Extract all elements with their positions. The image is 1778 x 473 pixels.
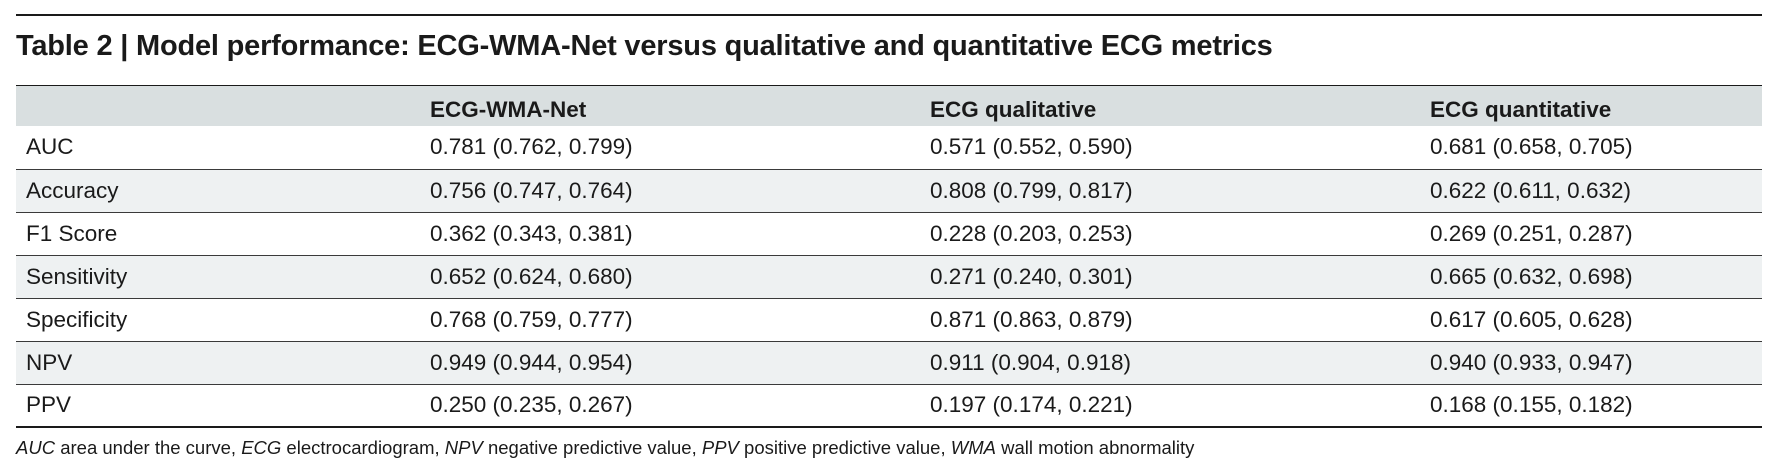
table-cell: 0.808 (0.799, 0.817) [930, 177, 1133, 203]
table-title: Table 2 | Model performance: ECG-WMA-Net… [16, 30, 1273, 62]
table-cell: 0.250 (0.235, 0.267) [430, 392, 633, 418]
table-cell: 0.665 (0.632, 0.698) [1430, 263, 1633, 289]
table-cell: 0.781 (0.762, 0.799) [430, 134, 633, 160]
table-cell: 0.197 (0.174, 0.221) [930, 392, 1133, 418]
table-cell: 0.681 (0.658, 0.705) [1430, 134, 1633, 160]
column-header: ECG-WMA-Net [430, 97, 587, 122]
table-top-rule [16, 85, 1762, 86]
footnote-abbr: NPV [444, 437, 483, 458]
metric-label: PPV [26, 392, 72, 418]
footnote-abbr: PPV [701, 437, 739, 458]
table-container: Table 2 | Model performance: ECG-WMA-Net… [16, 14, 1762, 460]
table-cell: 0.362 (0.343, 0.381) [430, 220, 633, 246]
table-row: AUC 0.781 (0.762, 0.799) 0.571 (0.552, 0… [16, 126, 1762, 169]
table-cell: 0.652 (0.624, 0.680) [430, 263, 633, 289]
table-cell: 0.756 (0.747, 0.764) [430, 177, 633, 203]
table-cell: 0.622 (0.611, 0.632) [1430, 177, 1631, 203]
table-cell: 0.168 (0.155, 0.182) [1430, 392, 1633, 418]
table-row: F1 Score 0.362 (0.343, 0.381) 0.228 (0.2… [16, 212, 1762, 255]
table-cell: 0.571 (0.552, 0.590) [930, 134, 1133, 160]
footnote-def: wall motion abnormality [995, 437, 1195, 458]
table-footnote: AUC area under the curve, ECG electrocar… [16, 436, 1762, 460]
metric-label: AUC [26, 134, 74, 160]
table-cell: 0.949 (0.944, 0.954) [430, 349, 633, 375]
column-header: ECG quantitative [1430, 97, 1612, 122]
table-row: Accuracy 0.756 (0.747, 0.764) 0.808 (0.7… [16, 169, 1762, 212]
table-cell: 0.617 (0.605, 0.628) [1430, 306, 1633, 332]
footnote-def: negative predictive value, [482, 437, 702, 458]
footnote-def: positive predictive value, [738, 437, 951, 458]
footnote-abbr: AUC [16, 437, 56, 458]
header-row: ECG-WMA-Net ECG qualitative ECG quantita… [16, 86, 1762, 126]
table-cell: 0.768 (0.759, 0.777) [430, 306, 633, 332]
table-cell: 0.940 (0.933, 0.947) [1430, 349, 1633, 375]
table-row: Specificity 0.768 (0.759, 0.777) 0.871 (… [16, 298, 1762, 341]
metric-label: NPV [26, 349, 73, 375]
performance-table: ECG-WMA-Net ECG qualitative ECG quantita… [16, 86, 1762, 428]
table-row: Sensitivity 0.652 (0.624, 0.680) 0.271 (… [16, 255, 1762, 298]
table-cell: 0.871 (0.863, 0.879) [930, 306, 1133, 332]
metric-label: F1 Score [26, 220, 118, 246]
table-cell: 0.271 (0.240, 0.301) [930, 263, 1133, 289]
table-row: NPV 0.949 (0.944, 0.954) 0.911 (0.904, 0… [16, 341, 1762, 384]
metric-label: Specificity [26, 306, 128, 332]
footnote-def: area under the curve, [55, 437, 242, 458]
column-header [16, 86, 420, 126]
metric-label: Accuracy [26, 177, 119, 203]
top-rule [16, 14, 1762, 16]
table-row: PPV 0.250 (0.235, 0.267) 0.197 (0.174, 0… [16, 384, 1762, 427]
footnote-abbr: WMA [950, 437, 996, 458]
table-cell: 0.911 (0.904, 0.918) [930, 349, 1131, 375]
table-cell: 0.269 (0.251, 0.287) [1430, 220, 1633, 246]
footnote-def: electrocardiogram, [281, 437, 445, 458]
metric-label: Sensitivity [26, 263, 128, 289]
column-header: ECG qualitative [930, 97, 1097, 122]
table-cell: 0.228 (0.203, 0.253) [930, 220, 1133, 246]
footnote-abbr: ECG [241, 437, 282, 458]
